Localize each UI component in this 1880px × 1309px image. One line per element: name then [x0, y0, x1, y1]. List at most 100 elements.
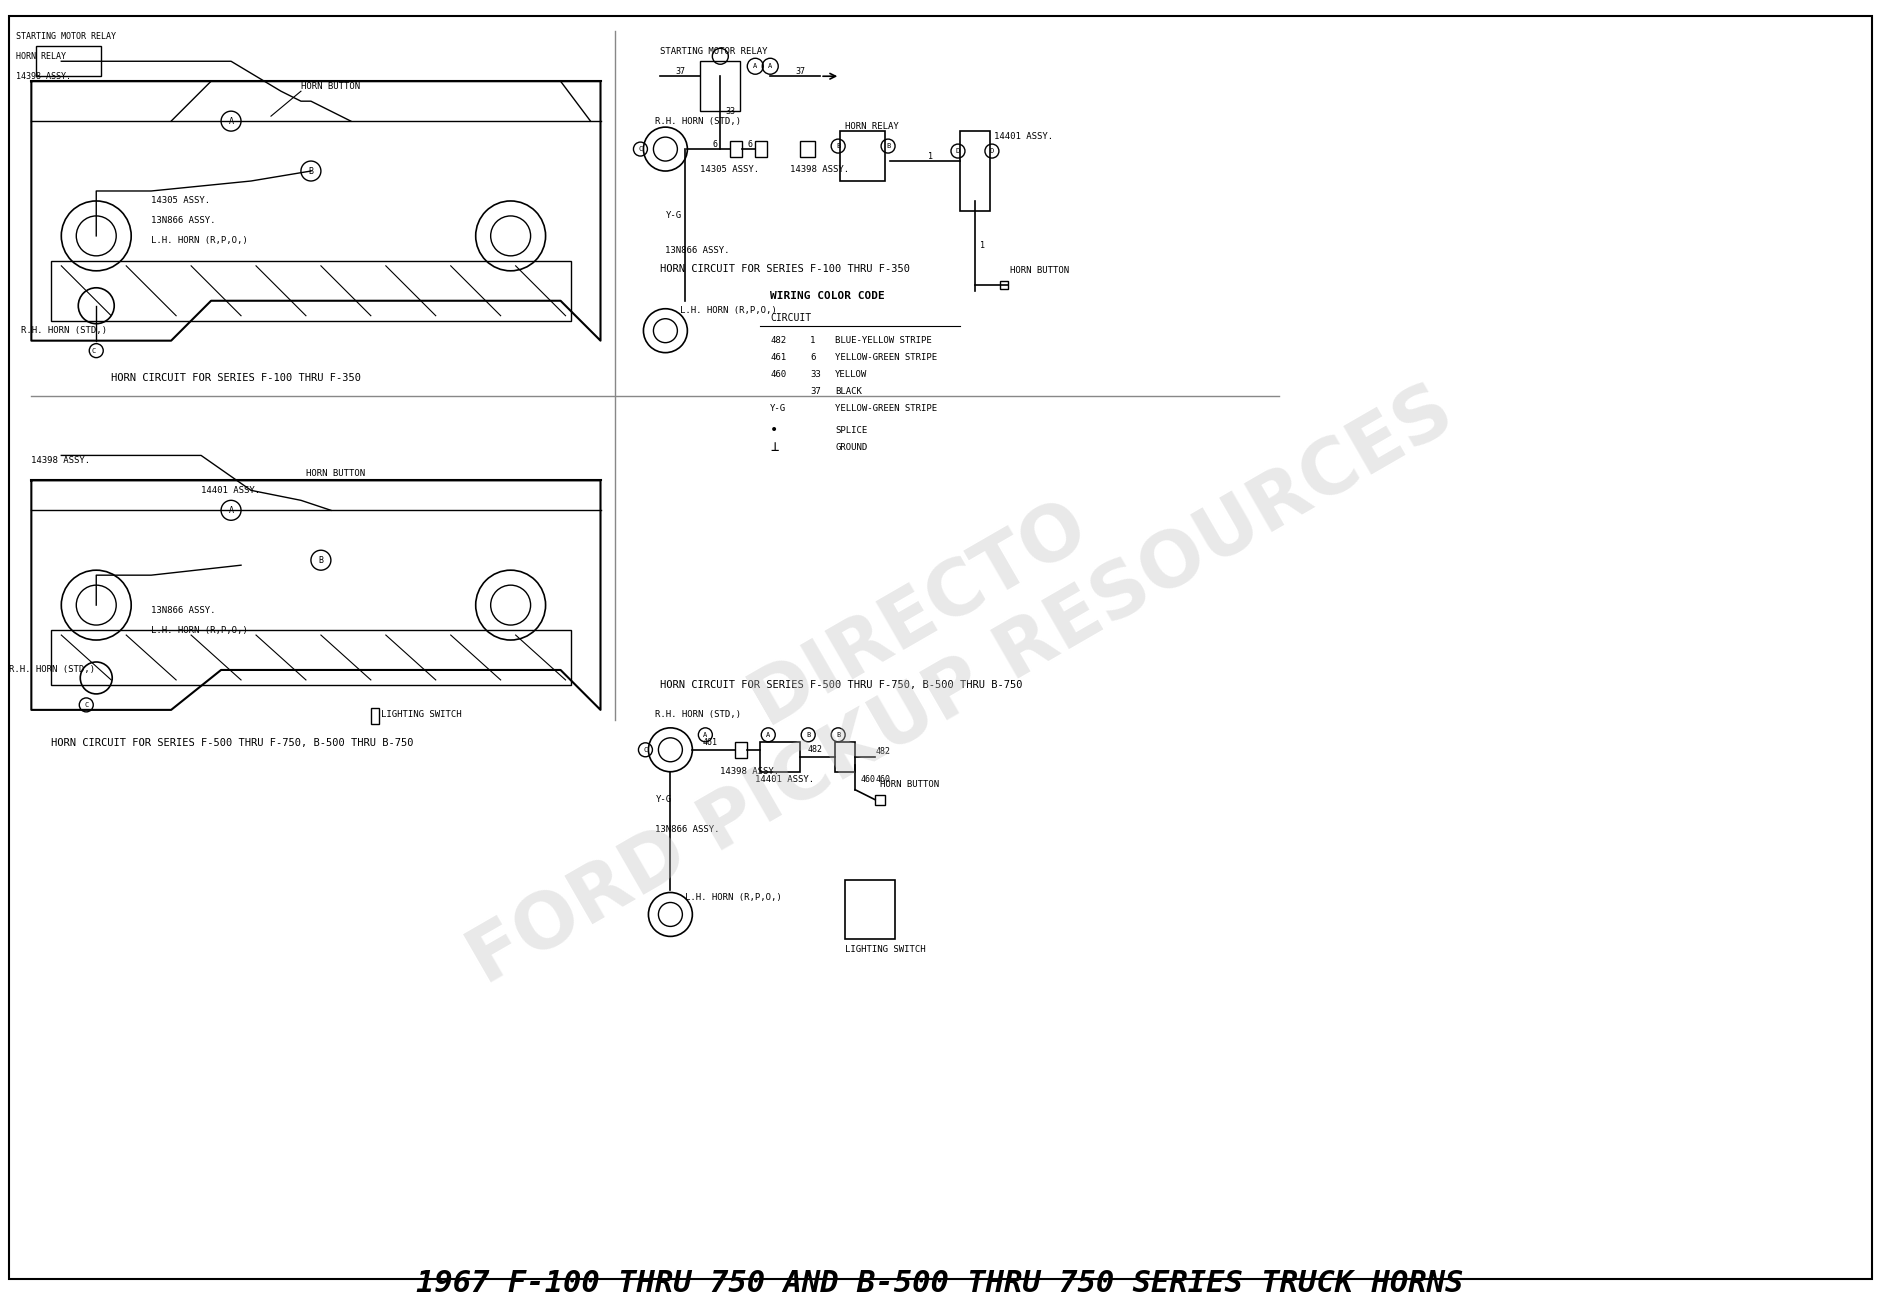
Text: A: A: [765, 732, 771, 738]
Text: HORN BUTTON: HORN BUTTON: [306, 469, 365, 478]
Text: A: A: [703, 732, 707, 738]
Bar: [735, 742, 746, 758]
Text: GROUND: GROUND: [835, 442, 867, 452]
Text: SPLICE: SPLICE: [835, 425, 867, 435]
Text: 482: 482: [769, 336, 786, 346]
Text: 6: 6: [713, 140, 718, 149]
Text: 1: 1: [927, 152, 932, 161]
Text: 6: 6: [810, 353, 816, 363]
Bar: [844, 880, 895, 940]
Text: B: B: [807, 732, 810, 738]
Text: A: A: [229, 117, 233, 126]
Text: LIGHTING SWITCH: LIGHTING SWITCH: [844, 945, 925, 954]
Bar: [1000, 281, 1008, 289]
Text: 461: 461: [703, 738, 718, 747]
Bar: [840, 131, 885, 181]
Text: R.H. HORN (STD,): R.H. HORN (STD,): [21, 326, 107, 335]
Text: Y-G: Y-G: [654, 795, 671, 804]
Text: B: B: [318, 556, 323, 564]
Text: YELLOW-GREEN STRIPE: YELLOW-GREEN STRIPE: [835, 353, 936, 363]
Bar: [959, 131, 989, 211]
Bar: [370, 708, 378, 724]
Text: A: A: [767, 63, 773, 69]
Bar: [835, 742, 855, 772]
Text: 13N866 ASSY.: 13N866 ASSY.: [150, 606, 216, 615]
Text: L.H. HORN (R,P,O,): L.H. HORN (R,P,O,): [681, 306, 776, 315]
Text: Y-G: Y-G: [769, 404, 786, 414]
Text: 460: 460: [769, 370, 786, 380]
Text: B: B: [308, 166, 314, 175]
Text: 14398 ASSY.: 14398 ASSY.: [32, 456, 90, 465]
Bar: [756, 141, 767, 157]
Text: 33: 33: [810, 370, 820, 380]
Text: B: B: [835, 143, 840, 149]
Text: L.H. HORN (R,P,O,): L.H. HORN (R,P,O,): [150, 626, 248, 635]
Bar: [760, 742, 799, 772]
Text: R.H. HORN (STD,): R.H. HORN (STD,): [9, 665, 96, 674]
Text: R.H. HORN (STD,): R.H. HORN (STD,): [654, 711, 741, 720]
Text: •: •: [769, 424, 778, 437]
Text: C: C: [85, 702, 88, 708]
Text: 14398 ASSY.: 14398 ASSY.: [17, 72, 71, 81]
Bar: [699, 62, 741, 111]
Text: HORN BUTTON: HORN BUTTON: [1010, 266, 1068, 275]
Text: A: A: [229, 505, 233, 514]
Text: 14305 ASSY.: 14305 ASSY.: [150, 196, 211, 206]
Text: HORN BUTTON: HORN BUTTON: [301, 81, 359, 90]
Text: STARTING MOTOR RELAY: STARTING MOTOR RELAY: [17, 31, 117, 41]
Text: 460: 460: [859, 775, 874, 784]
Text: HORN CIRCUIT FOR SERIES F-100 THRU F-350: HORN CIRCUIT FOR SERIES F-100 THRU F-350: [111, 373, 361, 382]
Bar: [51, 630, 570, 685]
Text: 1: 1: [810, 336, 816, 346]
Text: HORN RELAY: HORN RELAY: [844, 122, 899, 131]
Text: C: C: [90, 348, 96, 353]
Text: LIGHTING SWITCH: LIGHTING SWITCH: [380, 711, 461, 720]
Text: L.H. HORN (R,P,O,): L.H. HORN (R,P,O,): [684, 893, 782, 902]
Text: D: D: [955, 148, 959, 154]
Bar: [36, 46, 102, 76]
Text: 482: 482: [807, 745, 822, 754]
Text: HORN CIRCUIT FOR SERIES F-500 THRU F-750, B-500 THRU B-750: HORN CIRCUIT FOR SERIES F-500 THRU F-750…: [51, 738, 414, 747]
Text: BLACK: BLACK: [835, 387, 861, 397]
Text: 14401 ASSY.: 14401 ASSY.: [201, 486, 259, 495]
Text: 14398 ASSY.: 14398 ASSY.: [720, 767, 778, 776]
Text: 461: 461: [769, 353, 786, 363]
Text: 37: 37: [675, 67, 684, 76]
Text: 13N866 ASSY.: 13N866 ASSY.: [666, 246, 729, 255]
Text: 460: 460: [874, 775, 889, 784]
Text: 1: 1: [979, 241, 985, 250]
Text: 14398 ASSY.: 14398 ASSY.: [790, 165, 850, 174]
Text: HORN BUTTON: HORN BUTTON: [880, 780, 938, 789]
Text: 14401 ASSY.: 14401 ASSY.: [993, 132, 1053, 140]
Text: 14401 ASSY.: 14401 ASSY.: [756, 775, 814, 784]
Text: L.H. HORN (R,P,O,): L.H. HORN (R,P,O,): [150, 237, 248, 245]
Bar: [51, 260, 570, 321]
Text: 33: 33: [726, 106, 735, 115]
Text: DIRECTO
FORD PICKUP RESOURCES: DIRECTO FORD PICKUP RESOURCES: [414, 300, 1466, 1000]
Text: YELLOW-GREEN STRIPE: YELLOW-GREEN STRIPE: [835, 404, 936, 414]
Text: C: C: [643, 747, 647, 753]
Text: R.H. HORN (STD,): R.H. HORN (STD,): [654, 117, 741, 126]
Text: A: A: [752, 63, 758, 69]
Bar: [729, 141, 743, 157]
Text: 482: 482: [874, 747, 889, 757]
Bar: [799, 141, 814, 157]
Text: BLUE-YELLOW STRIPE: BLUE-YELLOW STRIPE: [835, 336, 931, 346]
Text: C: C: [637, 147, 643, 152]
Text: HORN CIRCUIT FOR SERIES F-500 THRU F-750, B-500 THRU B-750: HORN CIRCUIT FOR SERIES F-500 THRU F-750…: [660, 679, 1023, 690]
Text: WIRING COLOR CODE: WIRING COLOR CODE: [769, 291, 884, 301]
Text: YELLOW: YELLOW: [835, 370, 867, 380]
Text: 13N866 ASSY.: 13N866 ASSY.: [150, 216, 216, 225]
Text: B: B: [835, 732, 840, 738]
Text: 14305 ASSY.: 14305 ASSY.: [699, 165, 760, 174]
Text: 37: 37: [810, 387, 820, 397]
Text: 6: 6: [748, 140, 752, 149]
Text: HORN RELAY: HORN RELAY: [17, 52, 66, 60]
Text: D: D: [989, 148, 993, 154]
Text: STARTING MOTOR RELAY: STARTING MOTOR RELAY: [660, 47, 767, 56]
Text: B: B: [885, 143, 889, 149]
Text: ⊥: ⊥: [769, 440, 778, 454]
Text: 1967 F-100 THRU 750 AND B-500 THRU 750 SERIES TRUCK HORNS: 1967 F-100 THRU 750 AND B-500 THRU 750 S…: [415, 1270, 1463, 1299]
Text: 13N866 ASSY.: 13N866 ASSY.: [654, 825, 720, 834]
Text: HORN CIRCUIT FOR SERIES F-100 THRU F-350: HORN CIRCUIT FOR SERIES F-100 THRU F-350: [660, 264, 910, 274]
